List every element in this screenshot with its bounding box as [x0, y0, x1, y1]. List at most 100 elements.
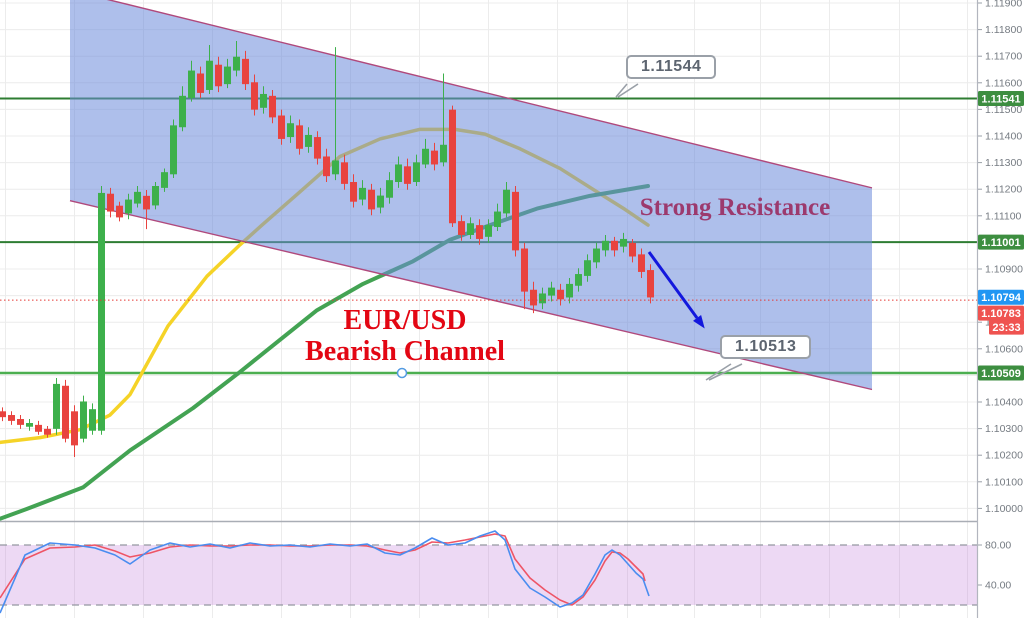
candle-body [269, 95, 276, 118]
candle-body [8, 415, 15, 421]
resistance-text-annotation[interactable]: Strong Resistance [596, 194, 874, 222]
price-callout-lower[interactable]: 1.10513 [720, 335, 812, 359]
projection-arrow[interactable] [647, 251, 705, 329]
candle-body [359, 187, 366, 200]
price-badge [978, 234, 1024, 250]
candle-body [485, 225, 492, 237]
candle-body [620, 238, 627, 247]
candle-body [422, 148, 429, 165]
candle-body [107, 193, 114, 212]
axis-price-label: 1.11600 [985, 77, 1022, 89]
symbol-line1: EUR/USD [343, 305, 467, 336]
candle-body [629, 242, 636, 257]
candle-body [17, 419, 24, 425]
candle-body [215, 64, 222, 87]
arrow-head [693, 315, 705, 329]
candle-body [539, 293, 546, 304]
candle-body [314, 137, 321, 159]
candle-body [71, 411, 78, 446]
candle-body [584, 260, 591, 276]
candle-body [413, 162, 420, 183]
price-badge-label: 1.10509 [981, 368, 1021, 380]
candle-body [404, 166, 411, 184]
axis-price-label: 1.10900 [985, 264, 1023, 276]
candle-body [611, 240, 618, 251]
candle-body [440, 144, 447, 163]
candle-body [233, 56, 240, 71]
axis-price-label: 1.11500 [985, 104, 1022, 116]
stoch-band-fill [0, 545, 977, 605]
price-badges: 1.11541 1.11001 1.10794 1.10783 23:33 1.10509 [978, 90, 1024, 381]
price-callout-upper[interactable]: 1.11544 [626, 55, 717, 79]
candle-body [530, 289, 537, 306]
candle-body [467, 223, 474, 235]
candle-body [431, 150, 438, 165]
candle-body [188, 70, 195, 98]
axis-price-label: 1.11300 [985, 157, 1022, 169]
candle-body [512, 191, 519, 251]
callout-lower-value: 1.10513 [735, 338, 797, 355]
axis-price-label: 1.11400 [985, 131, 1022, 143]
candle-body [206, 60, 213, 90]
candle-body [161, 172, 168, 188]
stoch-pane [0, 530, 977, 614]
candle-body [476, 225, 483, 239]
price-badge-label: 1.11001 [981, 237, 1020, 249]
candle-body [152, 186, 159, 206]
candle-body [377, 195, 384, 208]
candle-body [197, 73, 204, 93]
price-badge [978, 90, 1024, 106]
axis-price-label: 1.10200 [985, 450, 1023, 462]
candle-body [521, 248, 528, 292]
candle-body [53, 383, 60, 429]
axis-price-label: 1.11100 [985, 210, 1022, 222]
channel-upper-border[interactable] [70, 0, 873, 189]
symbol-line2: Bearish Channel [305, 335, 505, 367]
candle-body [494, 211, 501, 227]
candle-body [575, 274, 582, 286]
arrow-shaft [647, 251, 699, 319]
axis-price-label: 1.11200 [985, 184, 1022, 196]
axis-price-label: 1.10300 [985, 423, 1023, 435]
price-badge-label: 1.11541 [981, 93, 1020, 105]
candle-body [89, 409, 96, 431]
candle-body [593, 248, 600, 263]
candle-body [143, 195, 150, 210]
callout-tail-line [708, 363, 743, 381]
price-badge-label: 23:33 [992, 322, 1020, 334]
axis-price-label: 1.10600 [985, 343, 1023, 355]
candle-body [395, 164, 402, 183]
candle-body [332, 160, 339, 175]
callout-upper-value: 1.11544 [641, 58, 702, 75]
candle-body [170, 125, 177, 175]
candle-body [134, 191, 141, 204]
candle-body [305, 134, 312, 147]
resistance-label: Strong Resistance [639, 194, 831, 221]
candle-body [368, 189, 375, 210]
candle-body [242, 58, 249, 85]
candles-layer [0, 41, 654, 458]
candle-body [224, 66, 231, 85]
candle-body [0, 411, 6, 418]
callout-tail-line [617, 83, 639, 98]
candle-body [449, 109, 456, 224]
candle-body [386, 180, 393, 198]
price-badge [978, 289, 1024, 305]
stoch-k-line [0, 530, 650, 614]
candle-body [125, 199, 132, 214]
callout-tails [615, 83, 743, 381]
symbol-text-annotation[interactable]: EUR/USD Bearish Channel [262, 305, 548, 368]
drawing-handle-dot[interactable] [396, 367, 408, 379]
countdown-badge [989, 319, 1024, 335]
candle-body [26, 423, 33, 427]
candle-body [62, 385, 69, 439]
candle-body [296, 125, 303, 149]
candle-body [341, 162, 348, 184]
stoch-axis-label: 80.00 [985, 540, 1011, 552]
candle-body [557, 289, 564, 300]
axis-price-label: 1.11800 [985, 24, 1022, 36]
candle-body [548, 287, 555, 296]
candle-body [350, 182, 357, 202]
candle-body [323, 156, 330, 177]
